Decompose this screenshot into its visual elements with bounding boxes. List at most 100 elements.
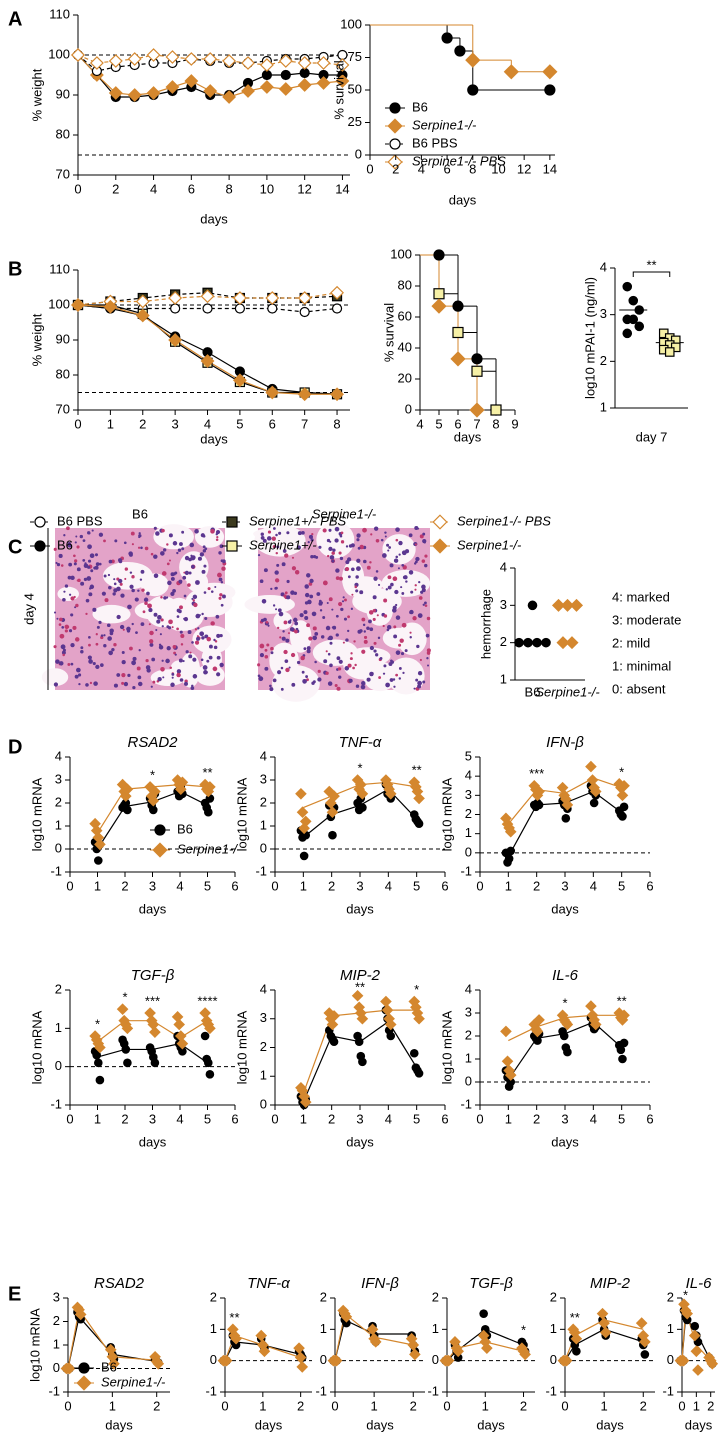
nucleus — [304, 592, 310, 598]
nucleus — [347, 663, 352, 668]
nucleus — [350, 607, 354, 610]
mean-line — [564, 1319, 644, 1361]
legend-label: Serpine1-/- PBS — [457, 513, 551, 528]
marker — [405, 1332, 418, 1345]
nucleus — [318, 545, 322, 549]
marker — [542, 64, 558, 80]
nucleus — [409, 631, 412, 634]
marker — [205, 1070, 215, 1079]
nucleus — [393, 625, 397, 629]
nucleus — [176, 669, 182, 674]
nucleus — [362, 527, 367, 533]
nucleus — [85, 683, 89, 687]
nucleus — [76, 567, 81, 572]
nucleus — [111, 647, 115, 652]
nucleus — [259, 653, 265, 658]
y-tick-label: 0 — [465, 1073, 472, 1088]
alveolus — [352, 588, 402, 615]
nucleus — [170, 591, 175, 596]
marker — [523, 637, 533, 648]
marker — [199, 1007, 211, 1019]
x-tick-label: 0 — [221, 1398, 228, 1413]
marker — [135, 294, 150, 309]
nucleus — [354, 663, 357, 667]
nucleus — [317, 669, 321, 673]
marker — [231, 1340, 241, 1350]
nucleus — [140, 622, 145, 627]
nucleus — [385, 588, 388, 591]
nucleus — [422, 603, 425, 606]
marker — [706, 1357, 719, 1370]
nucleus — [207, 587, 211, 591]
marker — [330, 285, 344, 300]
nucleus — [55, 659, 60, 664]
marker — [241, 84, 255, 98]
marker — [296, 806, 309, 819]
nucleus — [182, 659, 185, 663]
significance: ** — [355, 979, 365, 994]
y-tick-label: 1 — [260, 817, 267, 832]
y-tick-label: 90 — [56, 331, 70, 346]
nucleus — [387, 624, 392, 630]
nucleus — [422, 539, 427, 544]
marker — [299, 1096, 312, 1108]
series-line — [77, 292, 338, 306]
x-tick-label: 1 — [505, 1111, 512, 1126]
y-tick-label: 1 — [600, 399, 607, 414]
marker — [618, 812, 627, 821]
marker — [556, 636, 570, 650]
nucleus — [392, 608, 397, 613]
y-tick-label: 0 — [55, 1058, 62, 1073]
nucleus — [413, 687, 416, 690]
nucleus — [409, 611, 413, 615]
nucleus — [197, 627, 200, 630]
nucleus — [352, 666, 355, 670]
nucleus — [153, 526, 157, 530]
x-tick-label: 6 — [231, 1111, 238, 1126]
marker — [222, 90, 237, 104]
marker — [200, 1031, 210, 1041]
nucleus — [388, 546, 392, 549]
marker — [533, 1014, 545, 1026]
nucleus — [414, 525, 419, 531]
x-tick-label: 4 — [176, 1111, 183, 1126]
nucleus — [338, 551, 342, 555]
nucleus — [356, 558, 361, 563]
nucleus — [320, 635, 325, 639]
x-tick-label: 0 — [66, 878, 73, 893]
marker — [149, 785, 161, 798]
marker — [165, 50, 180, 64]
marker — [353, 783, 366, 796]
nucleus — [85, 612, 88, 615]
marker — [622, 328, 633, 339]
marker — [384, 1018, 397, 1031]
nucleus — [281, 636, 286, 641]
nucleus — [361, 681, 366, 686]
nucleus — [426, 648, 431, 653]
nucleus — [172, 589, 176, 593]
x-tick-label: B6 — [525, 684, 541, 699]
y-tick-label: 3 — [260, 771, 267, 786]
nucleus — [74, 637, 80, 642]
nucleus — [363, 630, 366, 633]
marker — [326, 1018, 339, 1031]
marker — [299, 306, 310, 318]
marker — [503, 1064, 515, 1077]
nucleus — [202, 534, 206, 538]
y-tick-label: 4 — [55, 748, 62, 763]
nucleus — [345, 545, 349, 548]
nucleus — [418, 596, 423, 600]
nucleus — [119, 624, 125, 630]
nucleus — [220, 559, 224, 563]
y-tick-label: 0 — [667, 1352, 674, 1367]
x-tick-label: 7 — [473, 416, 480, 431]
marker — [561, 799, 574, 811]
marker — [589, 798, 599, 808]
marker — [298, 822, 310, 835]
y-tick-label: 60 — [398, 308, 412, 323]
y-tick-label: 2 — [55, 794, 62, 809]
nucleus — [61, 650, 66, 655]
alveolus — [109, 562, 139, 586]
nucleus — [356, 566, 361, 572]
x-tick-label: 7 — [301, 416, 308, 431]
